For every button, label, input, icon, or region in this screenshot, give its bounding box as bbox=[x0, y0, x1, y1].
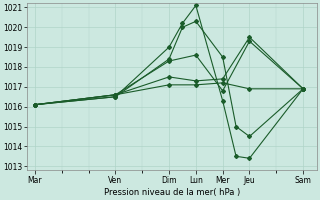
X-axis label: Pression niveau de la mer( hPa ): Pression niveau de la mer( hPa ) bbox=[104, 188, 240, 197]
